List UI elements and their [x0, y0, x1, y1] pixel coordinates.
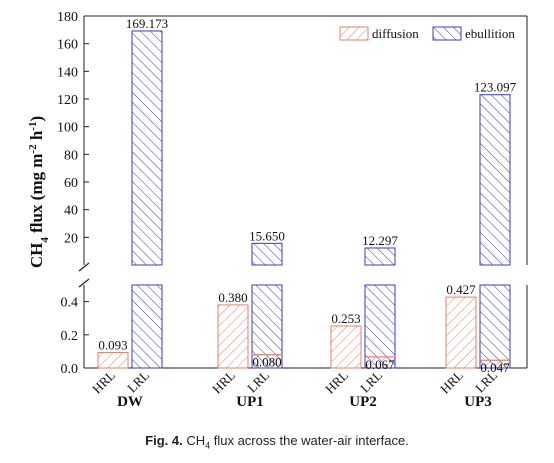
- x-group-label: UP3: [464, 394, 492, 410]
- y-tick-label: 180: [57, 10, 78, 25]
- caption-text-b: flux across the water-air interface.: [210, 433, 409, 448]
- axis-break-mark-top: [78, 262, 90, 272]
- bar-diffusion-DW-HRL: [97, 352, 129, 369]
- bar-ebullition-upper-UP1-LRL: [251, 242, 283, 266]
- legend-label: diffusion: [372, 26, 419, 41]
- bar-ebullition-upper-UP2-LRL: [364, 247, 396, 266]
- y-tick-label: 160: [57, 38, 78, 53]
- bar-diffusion-UP1-HRL: [217, 304, 249, 369]
- chart-svg: 20 40 60 80 100 120 140 160 180 0.0 0.2 0.4 CH4 flux…: [27, 10, 528, 410]
- data-label: 0.253: [331, 311, 360, 326]
- caption-sub: 4: [205, 440, 211, 451]
- y-tick-label: 20: [64, 231, 78, 246]
- x-subcategory-label: HRL: [89, 367, 118, 396]
- bar-ebullition-upper-DW-LRL: [131, 30, 163, 266]
- legend-swatch: [339, 26, 369, 41]
- x-group-label: UP1: [236, 394, 264, 410]
- x-subcategory-label: HRL: [437, 367, 466, 396]
- data-label: 12.297: [362, 233, 398, 248]
- bar-diffusion-UP2-HRL: [330, 325, 362, 369]
- bar-ebullition-lower-UP2-LRL: [364, 284, 396, 369]
- data-label: 0.427: [446, 282, 476, 297]
- y-tick-label: 140: [57, 65, 78, 80]
- y-tick-label: 0.2: [61, 329, 79, 344]
- figure-caption: Fig. 4. CH4 flux across the water-air in…: [0, 433, 554, 451]
- y-tick-label: 60: [64, 176, 78, 191]
- bar-ebullition-lower-UP3-LRL: [479, 284, 511, 369]
- y-tick-label: 80: [64, 148, 78, 163]
- x-subcategory-label: HRL: [322, 367, 351, 396]
- data-label: 123.097: [474, 80, 517, 95]
- x-subcategory-label: HRL: [209, 367, 238, 396]
- data-label: 0.380: [218, 290, 247, 305]
- y-tick-label: 120: [57, 93, 78, 108]
- bar-diffusion-UP3-HRL: [445, 296, 477, 369]
- y-tick-label: 100: [57, 121, 78, 136]
- bar-ebullition-upper-UP3-LRL: [479, 94, 511, 266]
- legend-swatch: [432, 26, 462, 41]
- data-label-small: 0.080: [252, 355, 281, 370]
- data-label: 15.650: [249, 228, 285, 243]
- caption-prefix: Fig. 4.: [145, 433, 183, 448]
- y-tick-label: 40: [64, 204, 78, 219]
- bar-ebullition-lower-UP1-LRL: [251, 284, 283, 369]
- bar-ebullition-lower-DW-LRL: [131, 284, 163, 369]
- data-label-small: 0.067: [365, 357, 395, 372]
- x-subcategory-label: LRL: [124, 367, 152, 395]
- legend-label: ebullition: [465, 26, 515, 41]
- x-subcategory-label: LRL: [244, 367, 272, 395]
- x-group-label: DW: [117, 394, 143, 410]
- data-label: 169.173: [126, 16, 168, 31]
- data-label-small: 0.047: [480, 360, 510, 375]
- axis-break-mark-bottom: [78, 278, 90, 288]
- plot-area: 20 40 60 80 100 120 140 160 180 0.0 0.2 0.4 CH4 flux…: [27, 10, 528, 410]
- y-tick-label: 0.4: [61, 296, 79, 311]
- y-axis-label: CH4 flux (mg m-2 h-1): [27, 116, 51, 268]
- data-label: 0.093: [98, 338, 127, 353]
- caption-text-a: CH: [182, 433, 206, 448]
- y-tick-label: 0.0: [61, 362, 79, 377]
- x-group-label: UP2: [349, 394, 377, 410]
